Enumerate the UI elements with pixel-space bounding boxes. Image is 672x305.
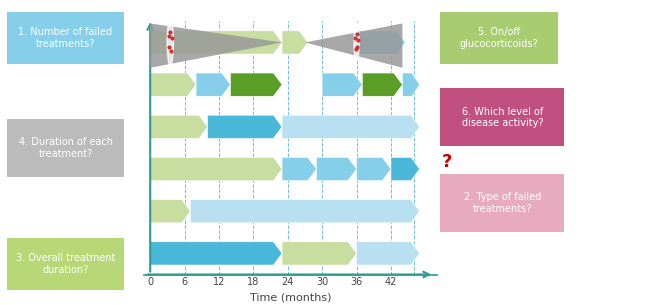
FancyBboxPatch shape	[434, 86, 571, 149]
Polygon shape	[403, 73, 419, 96]
Text: 4. Duration of each
treatment?: 4. Duration of each treatment?	[19, 137, 112, 159]
Polygon shape	[362, 73, 403, 96]
FancyBboxPatch shape	[434, 10, 564, 66]
Polygon shape	[357, 157, 391, 181]
Polygon shape	[151, 23, 282, 68]
Text: 6. Which level of
disease activity?: 6. Which level of disease activity?	[462, 107, 543, 128]
X-axis label: Time (months): Time (months)	[250, 293, 331, 303]
Text: 1. Number of failed
treatments?: 1. Number of failed treatments?	[18, 27, 113, 49]
Polygon shape	[151, 31, 282, 54]
Polygon shape	[357, 242, 419, 265]
Polygon shape	[305, 23, 403, 68]
FancyBboxPatch shape	[1, 236, 130, 292]
Polygon shape	[151, 199, 190, 223]
Circle shape	[167, 19, 173, 66]
Polygon shape	[151, 242, 282, 265]
Polygon shape	[282, 115, 419, 138]
Polygon shape	[391, 157, 419, 181]
FancyBboxPatch shape	[1, 117, 130, 179]
FancyBboxPatch shape	[434, 171, 571, 234]
Text: 5. On/off
glucocorticoids?: 5. On/off glucocorticoids?	[460, 27, 538, 49]
Polygon shape	[282, 242, 357, 265]
Polygon shape	[190, 199, 419, 223]
FancyBboxPatch shape	[1, 10, 130, 66]
Circle shape	[354, 23, 359, 61]
Polygon shape	[357, 31, 405, 54]
Polygon shape	[196, 73, 230, 96]
Text: 3. Overall treatment
duration?: 3. Overall treatment duration?	[16, 253, 115, 274]
Polygon shape	[230, 73, 282, 96]
Polygon shape	[282, 157, 317, 181]
Text: ?: ?	[442, 152, 452, 171]
Polygon shape	[282, 31, 308, 54]
Text: 2. Type of failed
treatments?: 2. Type of failed treatments?	[464, 192, 541, 214]
Polygon shape	[151, 157, 282, 181]
Polygon shape	[151, 73, 196, 96]
Polygon shape	[322, 73, 362, 96]
Polygon shape	[317, 157, 357, 181]
Polygon shape	[208, 115, 282, 138]
Polygon shape	[151, 115, 208, 138]
